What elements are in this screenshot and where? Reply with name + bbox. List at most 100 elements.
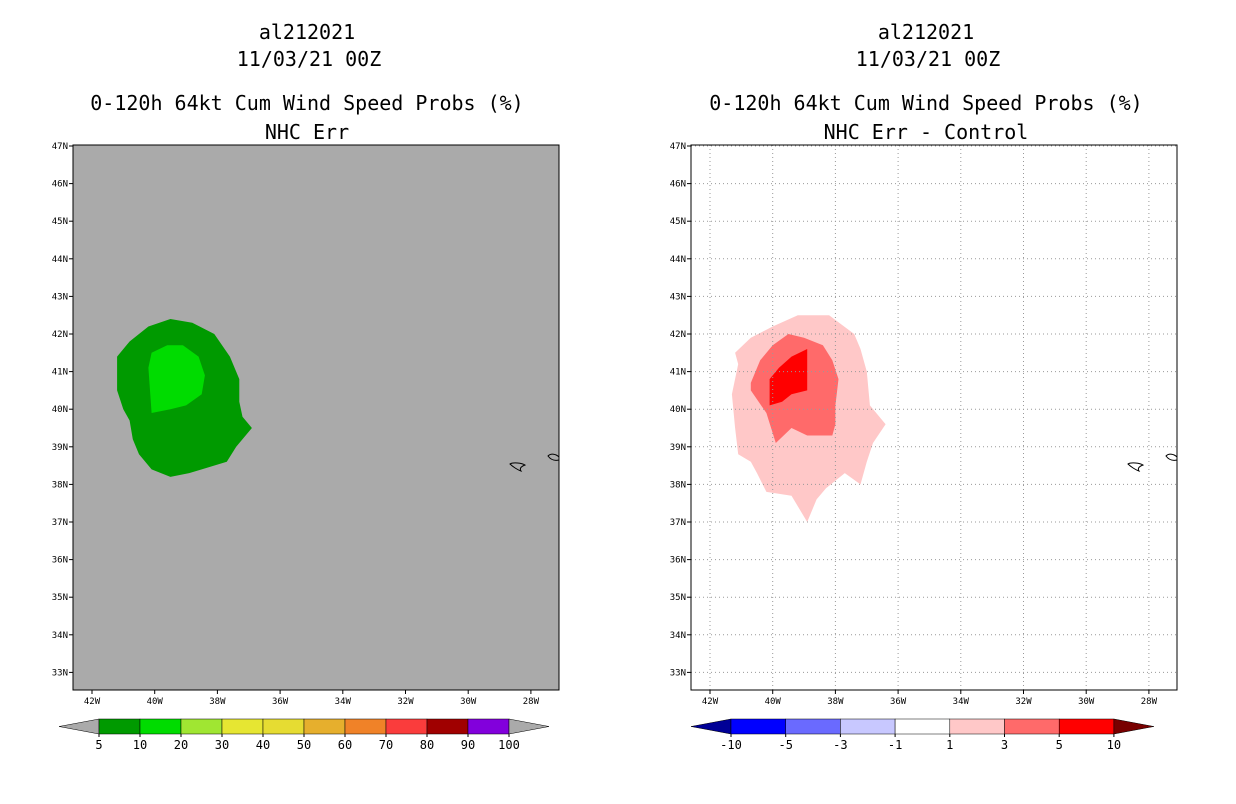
left-title-line2: 11/03/21 00Z <box>237 47 382 71</box>
right-colorbar-label: 3 <box>1001 738 1008 752</box>
right-colorbar-swatch <box>1058 718 1115 735</box>
left-probability-contours <box>117 319 252 477</box>
left-lat-label: 39N <box>52 443 68 453</box>
left-colorbar-swatch <box>98 718 141 735</box>
right-lat-label: 42N <box>670 330 686 340</box>
left-longitude-ticks: 42W 40W 38W 36W 34W 32W 30W 28W <box>84 690 540 707</box>
left-latitude-ticks: 33N 34N 35N 36N 37N 38N 39N 40N 41N 42N 43N 44N 45N 4… <box>52 142 73 678</box>
left-lat-label: 47N <box>52 142 68 152</box>
right-map-frame <box>690 144 1178 691</box>
left-lat-label: 46N <box>52 180 68 190</box>
right-title-line4: NHC Err - Control <box>824 120 1029 144</box>
left-title-line3: 0-120h 64kt Cum Wind Speed Probs (%) <box>90 91 523 115</box>
right-colorbar-swatch <box>840 718 896 735</box>
right-title-line3: 0-120h 64kt Cum Wind Speed Probs (%) <box>709 91 1142 115</box>
left-colorbar-label: 100 <box>498 738 520 752</box>
right-colorbar-label: -10 <box>720 738 742 752</box>
right-lat-label: 44N <box>670 255 686 265</box>
right-lat-label: 33N <box>670 668 686 678</box>
left-lat-label: 35N <box>52 593 68 603</box>
right-colorbar-label: -3 <box>833 738 847 752</box>
left-lon-label: 34W <box>335 697 352 707</box>
right-colorbar-low-arrow <box>690 718 732 735</box>
right-panel: al212021 11/03/21 00Z 0-120h 64kt Cum Wi… <box>670 20 1178 752</box>
right-colorbar-swatch <box>730 718 786 735</box>
right-colorbar-swatch <box>785 718 841 735</box>
left-contour-10-20 <box>148 345 205 413</box>
left-lon-label: 36W <box>272 697 289 707</box>
right-lat-label: 40N <box>670 405 686 415</box>
right-colorbar-label: 1 <box>946 738 953 752</box>
right-colorbar-label: -5 <box>778 738 792 752</box>
left-lat-label: 33N <box>52 668 68 678</box>
right-difference-contours <box>731 315 886 522</box>
right-contour-5-10 <box>769 349 808 406</box>
left-colorbar-label: 20 <box>174 738 188 752</box>
left-lat-label: 41N <box>52 368 68 378</box>
right-colorbar-high-arrow <box>1113 718 1154 735</box>
left-colorbar-swatch <box>426 718 469 735</box>
left-colorbar-label: 60 <box>338 738 352 752</box>
left-colorbar-swatch <box>344 718 387 735</box>
right-lat-label: 36N <box>670 556 686 566</box>
left-lat-label: 44N <box>52 255 68 265</box>
left-map-frame <box>72 144 560 691</box>
left-colorbar-swatch <box>262 718 305 735</box>
right-lat-label: 37N <box>670 518 686 528</box>
right-colorbar-swatch <box>1004 718 1060 735</box>
right-lon-label: 28W <box>1141 697 1158 707</box>
left-lat-label: 37N <box>52 518 68 528</box>
left-lon-label: 38W <box>209 697 226 707</box>
right-lat-label: 34N <box>670 631 686 641</box>
left-panel: al212021 11/03/21 00Z 0-120h 64kt Cum Wi… <box>52 20 560 752</box>
right-colorbar-label: 5 <box>1056 738 1063 752</box>
left-colorbar-swatch <box>180 718 223 735</box>
left-colorbar-label: 30 <box>215 738 229 752</box>
right-lat-label: 35N <box>670 593 686 603</box>
left-lon-label: 28W <box>523 697 540 707</box>
left-colorbar-label: 5 <box>95 738 102 752</box>
left-colorbar: 5 10 20 30 40 50 60 70 80 90 100 <box>58 718 550 752</box>
right-lat-label: 41N <box>670 368 686 378</box>
right-lon-label: 32W <box>1015 697 1032 707</box>
right-lon-label: 38W <box>827 697 844 707</box>
left-colorbar-label: 40 <box>256 738 270 752</box>
right-lat-label: 43N <box>670 292 686 302</box>
right-lon-label: 40W <box>765 697 782 707</box>
left-colorbar-swatch <box>385 718 428 735</box>
left-island-terceira <box>509 462 527 472</box>
right-colorbar: -10 -5 -3 -1 1 3 5 10 <box>690 718 1154 752</box>
right-island-terceira <box>1127 462 1145 472</box>
left-colorbar-label: 90 <box>461 738 475 752</box>
right-colorbar-label: 10 <box>1107 738 1121 752</box>
left-lon-label: 40W <box>147 697 164 707</box>
right-lon-label: 34W <box>953 697 970 707</box>
left-colorbar-low-arrow <box>58 718 100 735</box>
left-title-line1: al212021 <box>259 20 355 44</box>
left-colorbar-swatch <box>467 718 510 735</box>
left-colorbar-high-arrow <box>508 718 550 735</box>
left-colorbar-swatch <box>139 718 182 735</box>
left-lat-label: 43N <box>52 292 68 302</box>
right-title-line1: al212021 <box>878 20 974 44</box>
right-lon-label: 42W <box>702 697 719 707</box>
right-latitude-ticks: 33N 34N 35N 36N 37N 38N 39N 40N 41N 42N 43N 44N 45N 4… <box>670 142 691 678</box>
right-lat-label: 39N <box>670 443 686 453</box>
right-lat-label: 46N <box>670 180 686 190</box>
right-lon-label: 36W <box>890 697 907 707</box>
left-colorbar-label: 50 <box>297 738 311 752</box>
left-lat-label: 45N <box>52 217 68 227</box>
left-colorbar-label: 10 <box>133 738 147 752</box>
left-colorbar-label: 80 <box>420 738 434 752</box>
left-lat-label: 42N <box>52 330 68 340</box>
left-colorbar-swatch <box>221 718 264 735</box>
left-colorbar-label: 70 <box>379 738 393 752</box>
right-lat-label: 47N <box>670 142 686 152</box>
left-lat-label: 40N <box>52 405 68 415</box>
left-lon-label: 30W <box>460 697 477 707</box>
left-colorbar-swatch <box>303 718 346 735</box>
left-lat-label: 38N <box>52 480 68 490</box>
left-lon-label: 42W <box>84 697 101 707</box>
right-lat-label: 45N <box>670 217 686 227</box>
